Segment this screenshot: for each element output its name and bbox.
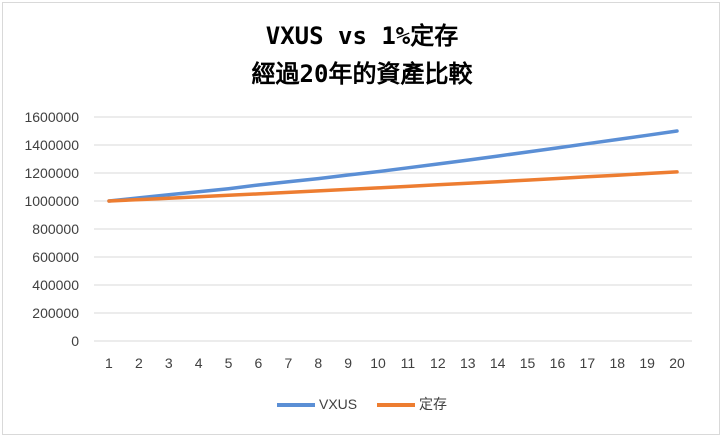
- y-tick-label: 800000: [32, 221, 79, 237]
- chart-title-line1: VXUS vs 1%定存: [265, 22, 459, 50]
- legend-label-deposit: 定存: [419, 396, 447, 412]
- x-tick-label: 10: [370, 355, 386, 371]
- x-axis-ticks: 1 2 3 4 5 6 7 8 9 10 11 12 13 14 15 16 17 18 19 20: [105, 355, 685, 371]
- data-point: [168, 197, 170, 199]
- data-point: [228, 194, 230, 196]
- legend-item-vxus: VXUS: [276, 396, 358, 412]
- data-point: [407, 185, 409, 187]
- data-point: [616, 174, 618, 176]
- data-point: [228, 188, 230, 190]
- data-point: [467, 182, 469, 184]
- x-tick-label: 11: [401, 355, 416, 371]
- chart-title-line2: 經過20年的資產比較: [251, 60, 473, 88]
- data-point: [676, 130, 678, 132]
- chart-frame: [2, 2, 720, 435]
- data-point: [646, 134, 648, 136]
- y-tick-label: 1600000: [24, 109, 79, 125]
- legend-item-deposit: 定存: [377, 394, 447, 414]
- data-point: [556, 147, 558, 149]
- data-point: [347, 174, 349, 176]
- data-point: [257, 193, 259, 195]
- data-point: [377, 171, 379, 173]
- legend-swatch-vxus: [276, 403, 315, 408]
- y-tick-label: 600000: [32, 249, 79, 265]
- data-point: [198, 191, 200, 193]
- data-point: [377, 187, 379, 189]
- x-tick-label: 6: [255, 355, 263, 371]
- x-tick-label: 18: [609, 355, 625, 371]
- gridlines: [94, 116, 692, 342]
- data-point: [198, 196, 200, 198]
- y-tick-label: 400000: [32, 277, 79, 293]
- data-point: [108, 200, 110, 202]
- data-point: [616, 139, 618, 141]
- data-point: [646, 173, 648, 175]
- data-point: [138, 199, 140, 201]
- data-point: [676, 171, 678, 173]
- y-tick-label: 200000: [32, 305, 79, 321]
- x-tick-label: 5: [225, 355, 233, 371]
- data-point: [497, 181, 499, 183]
- data-point: [527, 179, 529, 181]
- x-tick-label: 15: [520, 355, 536, 371]
- x-tick-label: 12: [430, 355, 446, 371]
- data-point: [257, 184, 259, 186]
- data-point: [467, 159, 469, 161]
- y-axis-ticks: 0 200000 400000 600000 800000 1000000 1200000 1…: [24, 109, 79, 349]
- x-tick-label: 14: [490, 355, 506, 371]
- x-tick-label: 2: [135, 355, 143, 371]
- data-point: [527, 151, 529, 153]
- data-point: [317, 178, 319, 180]
- x-tick-label: 13: [460, 355, 476, 371]
- x-tick-label: 3: [165, 355, 173, 371]
- data-point: [556, 177, 558, 179]
- data-point: [347, 188, 349, 190]
- series-lines: [107, 129, 679, 203]
- x-tick-label: 9: [344, 355, 352, 371]
- data-point: [287, 181, 289, 183]
- x-tick-label: 7: [284, 355, 292, 371]
- x-tick-label: 1: [105, 355, 113, 371]
- legend-swatch-deposit: [377, 403, 415, 408]
- data-point: [407, 167, 409, 169]
- y-tick-label: 1400000: [24, 137, 79, 153]
- y-tick-label: 1000000: [24, 193, 79, 209]
- series-line-deposit: [107, 170, 679, 203]
- data-point: [586, 143, 588, 145]
- legend-label-vxus: VXUS: [318, 396, 358, 412]
- y-tick-label: 1200000: [24, 165, 79, 181]
- x-tick-label: 8: [314, 355, 322, 371]
- data-point: [317, 190, 319, 192]
- x-tick-label: 16: [550, 355, 566, 371]
- x-tick-label: 19: [639, 355, 655, 371]
- data-point: [287, 191, 289, 193]
- x-tick-label: 4: [195, 355, 203, 371]
- legend: VXUS 定存: [0, 394, 724, 414]
- x-tick-label: 17: [580, 355, 596, 371]
- series-line-vxus: [107, 129, 679, 203]
- data-point: [437, 184, 439, 186]
- x-tick-label: 20: [669, 355, 685, 371]
- data-point: [437, 163, 439, 165]
- data-point: [168, 194, 170, 196]
- data-point: [497, 155, 499, 157]
- y-tick-label: 0: [71, 333, 79, 349]
- data-point: [586, 176, 588, 178]
